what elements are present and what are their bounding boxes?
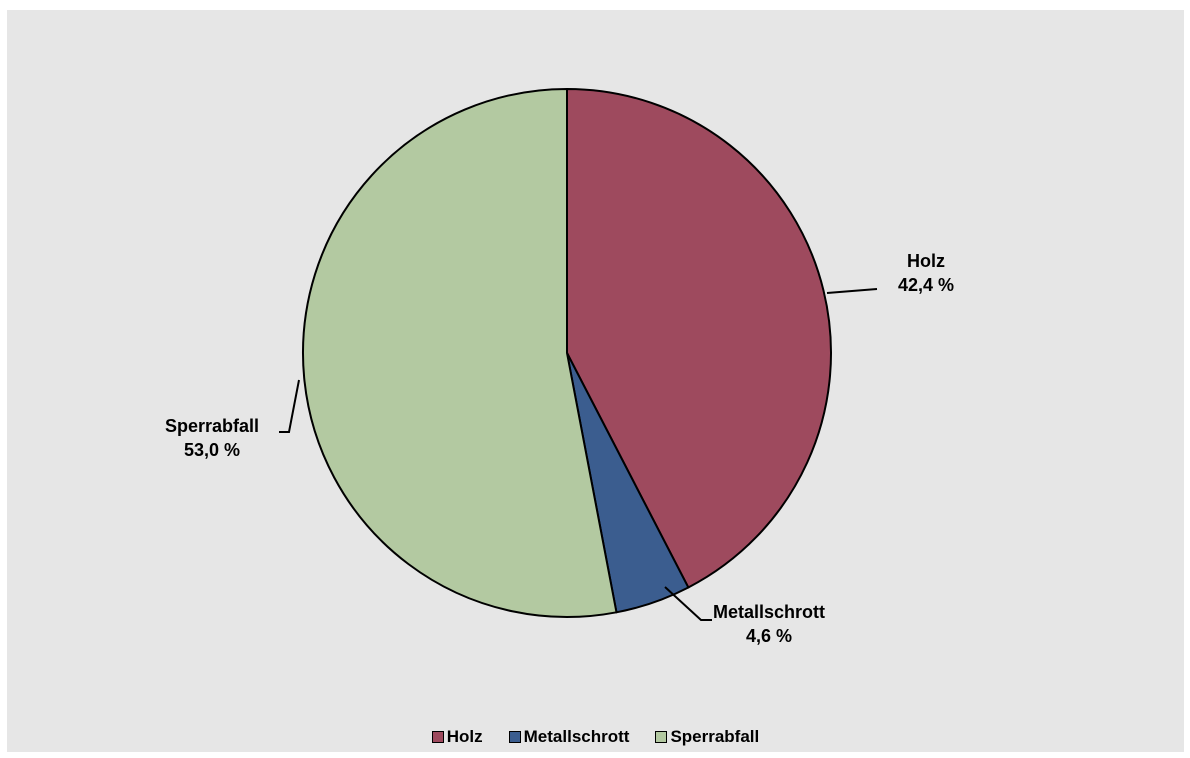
data-label-value-sperrabfall: 53,0 % [184,440,240,460]
legend-label-sperrabfall: Sperrabfall [670,727,760,746]
pie-chart: Holz 42,4 % Metallschrott 4,6 % Sperrabfall 5… [165,88,954,646]
legend-swatch-holz [431,731,444,743]
legend: Holz Metallschrott Sperrabfall [7,726,1184,748]
chart-area: Holz 42,4 % Metallschrott 4,6 % Sperrabfall 5… [7,10,1184,752]
leader-line-metallschrott [664,586,712,621]
legend-swatch-sperrabfall [655,731,668,743]
leader-line-sperrabfall [279,379,300,433]
data-label-category-sperrabfall: Sperrabfall [165,416,259,436]
legend-item-metallschrott: Metallschrott [508,727,630,747]
data-label-category-metallschrott: Metallschrott [713,602,825,622]
legend-item-holz: Holz [431,727,483,747]
pie-slice-holz [566,88,832,589]
pie-slice-sperrabfall [302,88,618,618]
legend-label-holz: Holz [446,727,483,746]
data-label-category-holz: Holz [907,251,945,271]
legend-item-sperrabfall: Sperrabfall [655,727,759,747]
legend-label-metallschrott: Metallschrott [523,727,630,746]
data-label-value-metallschrott: 4,6 % [746,626,792,646]
data-label-value-holz: 42,4 % [898,275,954,295]
legend-swatch-metallschrott [508,731,521,743]
leader-line-holz [826,288,878,294]
